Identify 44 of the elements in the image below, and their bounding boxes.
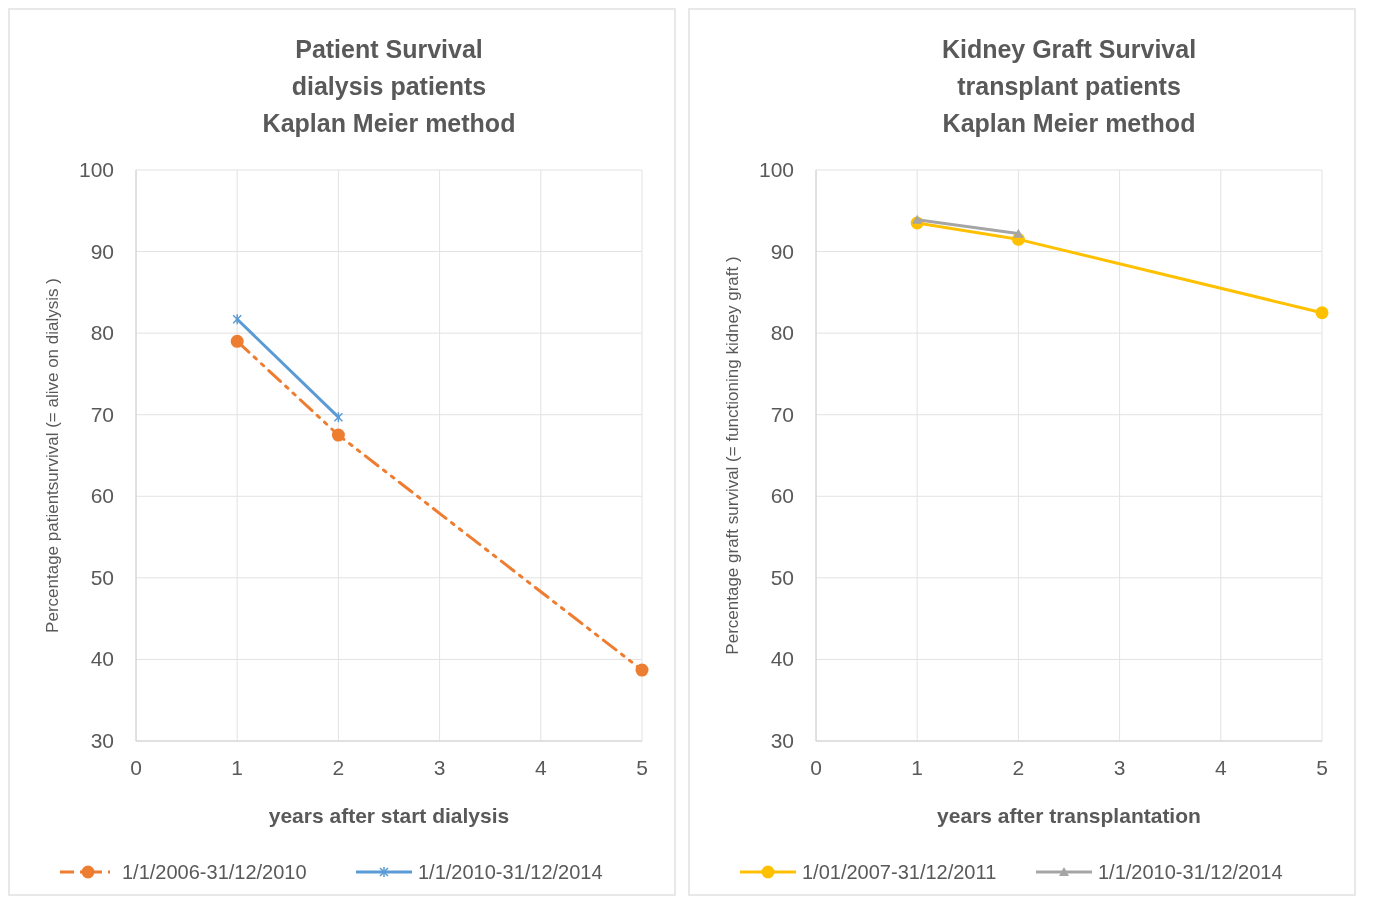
x-tick-label: 3: [433, 756, 446, 779]
x-tick-label: 2: [332, 756, 345, 779]
y-tick-label: 60: [770, 484, 794, 508]
y-axis-title: Percentage patientsurvival (= alive on dialysis ): [43, 278, 62, 633]
x-axis-title: years after transplantation: [937, 804, 1201, 827]
y-tick-label: 40: [770, 647, 794, 671]
legend-label: 1/1/2010-31/12/2014: [418, 861, 603, 883]
y-tick-label: 30: [770, 729, 794, 752]
x-axis-title: years after start dialysis: [268, 804, 510, 827]
point: [333, 411, 344, 423]
x-tick-label: 1: [911, 756, 924, 779]
x-tick-label: 3: [1113, 756, 1126, 779]
y-tick-label: 100: [78, 158, 114, 181]
y-tick-label: 80: [90, 321, 114, 345]
x-tick-label: 2: [1012, 756, 1025, 779]
legend-label: 1/01/2007-31/12/2011: [802, 861, 997, 883]
x-tick-label: 5: [636, 756, 648, 779]
point: [331, 428, 345, 442]
y-tick-label: 60: [90, 484, 114, 508]
y-tick-label: 50: [90, 565, 114, 589]
point: [635, 663, 649, 677]
point: [230, 334, 244, 348]
y-tick-label: 40: [90, 647, 114, 671]
x-tick-label: 1: [231, 756, 244, 779]
y-tick-label: 100: [758, 158, 794, 181]
legend-label: 1/1/2006-31/12/2010: [122, 861, 307, 883]
chart-title: Kidney Graft Survival transplant patients Kaplan Meier method: [941, 35, 1197, 137]
y-axis-title: Percentage graft survival (= functioning kidney graft ): [723, 256, 742, 655]
x-tick-label: 4: [534, 756, 547, 779]
y-tick-label: 90: [770, 239, 794, 263]
y-tick-label: 50: [770, 565, 794, 589]
chart-title: Patient Survival dialysis patients Kaplan Meier method: [262, 35, 516, 137]
point: [1315, 306, 1329, 320]
y-tick-label: 80: [770, 321, 794, 345]
x-tick-label: 0: [130, 756, 142, 779]
point: [232, 313, 242, 326]
legend-label: 1/1/2010-31/12/2014: [1098, 861, 1283, 883]
y-tick-label: 70: [770, 402, 794, 426]
x-tick-label: 0: [810, 756, 822, 779]
y-tick-label: 30: [90, 729, 114, 752]
x-tick-label: 4: [1214, 756, 1227, 779]
y-tick-label: 70: [90, 402, 114, 426]
x-tick-label: 5: [1316, 756, 1328, 779]
y-tick-label: 90: [90, 239, 114, 263]
